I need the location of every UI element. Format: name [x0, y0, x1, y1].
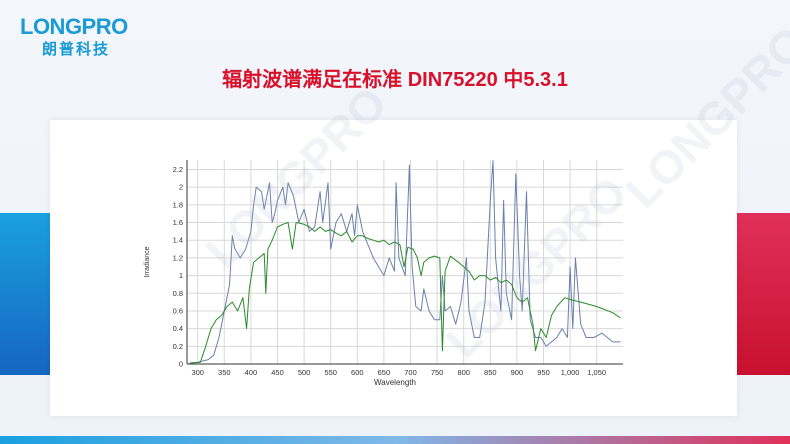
- y-tick-label: 1.6: [173, 218, 183, 227]
- slide-title: 辐射波谱满足在标准 DIN75220 中5.3.1: [222, 69, 568, 91]
- x-tick-label: 350: [218, 368, 231, 377]
- x-tick-label: 800: [457, 368, 470, 377]
- x-tick-label: 450: [271, 368, 284, 377]
- y-tick-label: 0.4: [173, 324, 183, 333]
- x-tick-label: 300: [191, 368, 204, 377]
- x-tick-label: 950: [537, 368, 550, 377]
- x-tick-label: 1,050: [587, 368, 606, 377]
- series-green-line: [189, 222, 621, 364]
- y-tick-label: 2.2: [173, 165, 183, 174]
- series-blue-line: [189, 160, 621, 364]
- logo-text: LONGPRO: [20, 14, 128, 39]
- y-tick-label: 0.8: [173, 289, 183, 298]
- x-tick-label: 900: [511, 368, 524, 377]
- y-tick-label: 0.2: [173, 342, 183, 351]
- y-tick-label: 0: [179, 360, 183, 369]
- y-axis-label: Irradiance: [144, 246, 151, 277]
- bottom-bar: [0, 436, 790, 444]
- x-axis-label: Wavelength: [374, 378, 416, 387]
- x-tick-label: 500: [298, 368, 311, 377]
- left-accent-band: [0, 213, 52, 375]
- x-tick-label: 700: [404, 368, 417, 377]
- x-tick-label: 1,000: [561, 368, 580, 377]
- y-tick-label: 0.6: [173, 306, 183, 315]
- x-tick-label: 750: [431, 368, 444, 377]
- x-tick-label: 850: [484, 368, 497, 377]
- logo-chinese: 朗普科技: [42, 41, 111, 58]
- x-tick-label: 550: [324, 368, 337, 377]
- y-tick-label: 1: [179, 271, 183, 280]
- y-tick-label: 2: [179, 183, 183, 192]
- right-accent-band: [736, 213, 790, 375]
- x-tick-label: 400: [245, 368, 258, 377]
- x-tick-label: 650: [378, 368, 391, 377]
- x-tick-label: 600: [351, 368, 364, 377]
- y-tick-label: 1.4: [173, 236, 183, 245]
- y-tick-label: 1.8: [173, 200, 183, 209]
- y-tick-label: 1.2: [173, 253, 183, 262]
- brand-logo: LONGPRO 朗普科技: [20, 10, 140, 58]
